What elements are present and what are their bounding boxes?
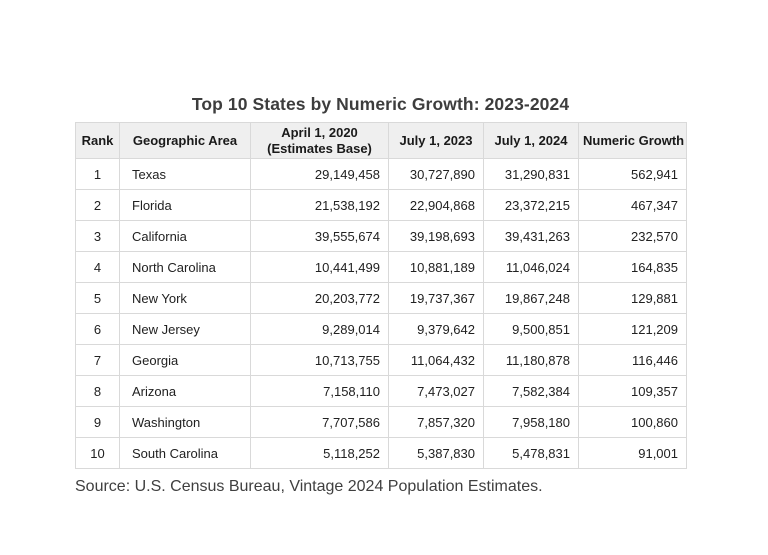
july-2024-value-cell: 9,500,851 xyxy=(483,313,579,346)
april-2020-value-cell: 39,555,674 xyxy=(250,220,389,253)
numeric-growth-value-cell: 164,835 xyxy=(578,251,687,284)
table-row: 10 South Carolina 5,118,252 5,387,830 5,478,… xyxy=(75,437,687,470)
column-header-july-2024: July 1, 2024 xyxy=(483,121,579,160)
column-header-label: Numeric Growth xyxy=(583,132,685,148)
rank-cell: 5 xyxy=(75,282,120,315)
july-2024-value-cell: 19,867,248 xyxy=(483,282,579,315)
rank-cell: 8 xyxy=(75,375,120,408)
july-2023-value-cell: 7,857,320 xyxy=(388,406,484,439)
figure-title: Top 10 States by Numeric Growth: 2023-20… xyxy=(191,94,570,114)
numeric-growth-value-cell: 467,347 xyxy=(578,189,687,222)
column-header-geographic-area: Geographic Area xyxy=(119,121,251,160)
july-2024-value-cell: 39,431,263 xyxy=(483,220,579,253)
july-2023-value-cell: 11,064,432 xyxy=(388,344,484,377)
source-note: Source: U.S. Census Bureau, Vintage 2024… xyxy=(75,478,543,496)
state-name-cell: New York xyxy=(119,282,251,315)
april-2020-value-cell: 7,707,586 xyxy=(250,406,389,439)
column-header-label: Rank xyxy=(81,132,114,148)
table-row: 3 California 39,555,674 39,198,693 39,431,26… xyxy=(75,220,687,253)
july-2023-value-cell: 10,881,189 xyxy=(388,251,484,284)
population-growth-figure: Top 10 States by Numeric Growth: 2023-20… xyxy=(75,94,687,496)
state-name-cell: California xyxy=(119,220,251,253)
column-header-label: July 1, 2023 xyxy=(399,132,473,148)
july-2024-value-cell: 23,372,215 xyxy=(483,189,579,222)
july-2023-value-cell: 39,198,693 xyxy=(388,220,484,253)
state-name-cell: Washington xyxy=(119,406,251,439)
column-header-sublabel: (Estimates Base) xyxy=(267,140,372,156)
numeric-growth-value-cell: 100,860 xyxy=(578,406,687,439)
column-header-rank: Rank xyxy=(75,121,120,160)
july-2023-value-cell: 30,727,890 xyxy=(388,158,484,191)
table-row: 9 Washington 7,707,586 7,857,320 7,958,180 10… xyxy=(75,406,687,439)
column-header-numeric-growth: Numeric Growth xyxy=(578,121,687,160)
april-2020-value-cell: 9,289,014 xyxy=(250,313,389,346)
april-2020-value-cell: 21,538,192 xyxy=(250,189,389,222)
column-header-label: April 1, 2020 xyxy=(281,125,358,140)
july-2023-value-cell: 19,737,367 xyxy=(388,282,484,315)
table-row: 7 Georgia 10,713,755 11,064,432 11,180,878 11… xyxy=(75,344,687,377)
table-row: 1 Texas 29,149,458 30,727,890 31,290,831 562,… xyxy=(75,158,687,191)
table-row: 4 North Carolina 10,441,499 10,881,189 11,04… xyxy=(75,251,687,284)
table-row: 8 Arizona 7,158,110 7,473,027 7,582,384 109,3… xyxy=(75,375,687,408)
numeric-growth-value-cell: 109,357 xyxy=(578,375,687,408)
numeric-growth-value-cell: 116,446 xyxy=(578,344,687,377)
july-2024-value-cell: 5,478,831 xyxy=(483,437,579,470)
rank-cell: 10 xyxy=(75,437,120,470)
rank-cell: 1 xyxy=(75,158,120,191)
july-2023-value-cell: 9,379,642 xyxy=(388,313,484,346)
july-2023-value-cell: 7,473,027 xyxy=(388,375,484,408)
rank-cell: 9 xyxy=(75,406,120,439)
column-header-july-2023: July 1, 2023 xyxy=(388,121,484,160)
july-2024-value-cell: 31,290,831 xyxy=(483,158,579,191)
rank-cell: 7 xyxy=(75,344,120,377)
numeric-growth-value-cell: 562,941 xyxy=(578,158,687,191)
numeric-growth-value-cell: 129,881 xyxy=(578,282,687,315)
rank-cell: 2 xyxy=(75,189,120,222)
april-2020-value-cell: 7,158,110 xyxy=(250,375,389,408)
table-row: 2 Florida 21,538,192 22,904,868 23,372,215 46… xyxy=(75,189,687,222)
rank-cell: 3 xyxy=(75,220,120,253)
table-header-row: Rank Geographic Area April 1, 2020 (Esti… xyxy=(75,121,687,160)
table-row: 6 New Jersey 9,289,014 9,379,642 9,500,851 12… xyxy=(75,313,687,346)
july-2023-value-cell: 5,387,830 xyxy=(388,437,484,470)
july-2024-value-cell: 11,046,024 xyxy=(483,251,579,284)
state-name-cell: Florida xyxy=(119,189,251,222)
numeric-growth-value-cell: 91,001 xyxy=(578,437,687,470)
april-2020-value-cell: 10,713,755 xyxy=(250,344,389,377)
numeric-growth-value-cell: 121,209 xyxy=(578,313,687,346)
column-header-label: July 1, 2024 xyxy=(494,132,568,148)
july-2024-value-cell: 7,582,384 xyxy=(483,375,579,408)
july-2024-value-cell: 7,958,180 xyxy=(483,406,579,439)
april-2020-value-cell: 5,118,252 xyxy=(250,437,389,470)
column-header-april-2020-base: April 1, 2020 (Estimates Base) xyxy=(250,121,389,160)
state-name-cell: Arizona xyxy=(119,375,251,408)
growth-table: Rank Geographic Area April 1, 2020 (Esti… xyxy=(75,121,687,470)
table-body: 1 Texas 29,149,458 30,727,890 31,290,831 562,… xyxy=(75,158,687,470)
table-row: 5 New York 20,203,772 19,737,367 19,867,248 1… xyxy=(75,282,687,315)
rank-cell: 6 xyxy=(75,313,120,346)
state-name-cell: New Jersey xyxy=(119,313,251,346)
state-name-cell: Georgia xyxy=(119,344,251,377)
april-2020-value-cell: 10,441,499 xyxy=(250,251,389,284)
numeric-growth-value-cell: 232,570 xyxy=(578,220,687,253)
state-name-cell: North Carolina xyxy=(119,251,251,284)
table-header: Rank Geographic Area April 1, 2020 (Esti… xyxy=(75,121,687,160)
column-header-label: Geographic Area xyxy=(132,132,238,148)
july-2023-value-cell: 22,904,868 xyxy=(388,189,484,222)
april-2020-value-cell: 20,203,772 xyxy=(250,282,389,315)
rank-cell: 4 xyxy=(75,251,120,284)
july-2024-value-cell: 11,180,878 xyxy=(483,344,579,377)
state-name-cell: South Carolina xyxy=(119,437,251,470)
state-name-cell: Texas xyxy=(119,158,251,191)
april-2020-value-cell: 29,149,458 xyxy=(250,158,389,191)
